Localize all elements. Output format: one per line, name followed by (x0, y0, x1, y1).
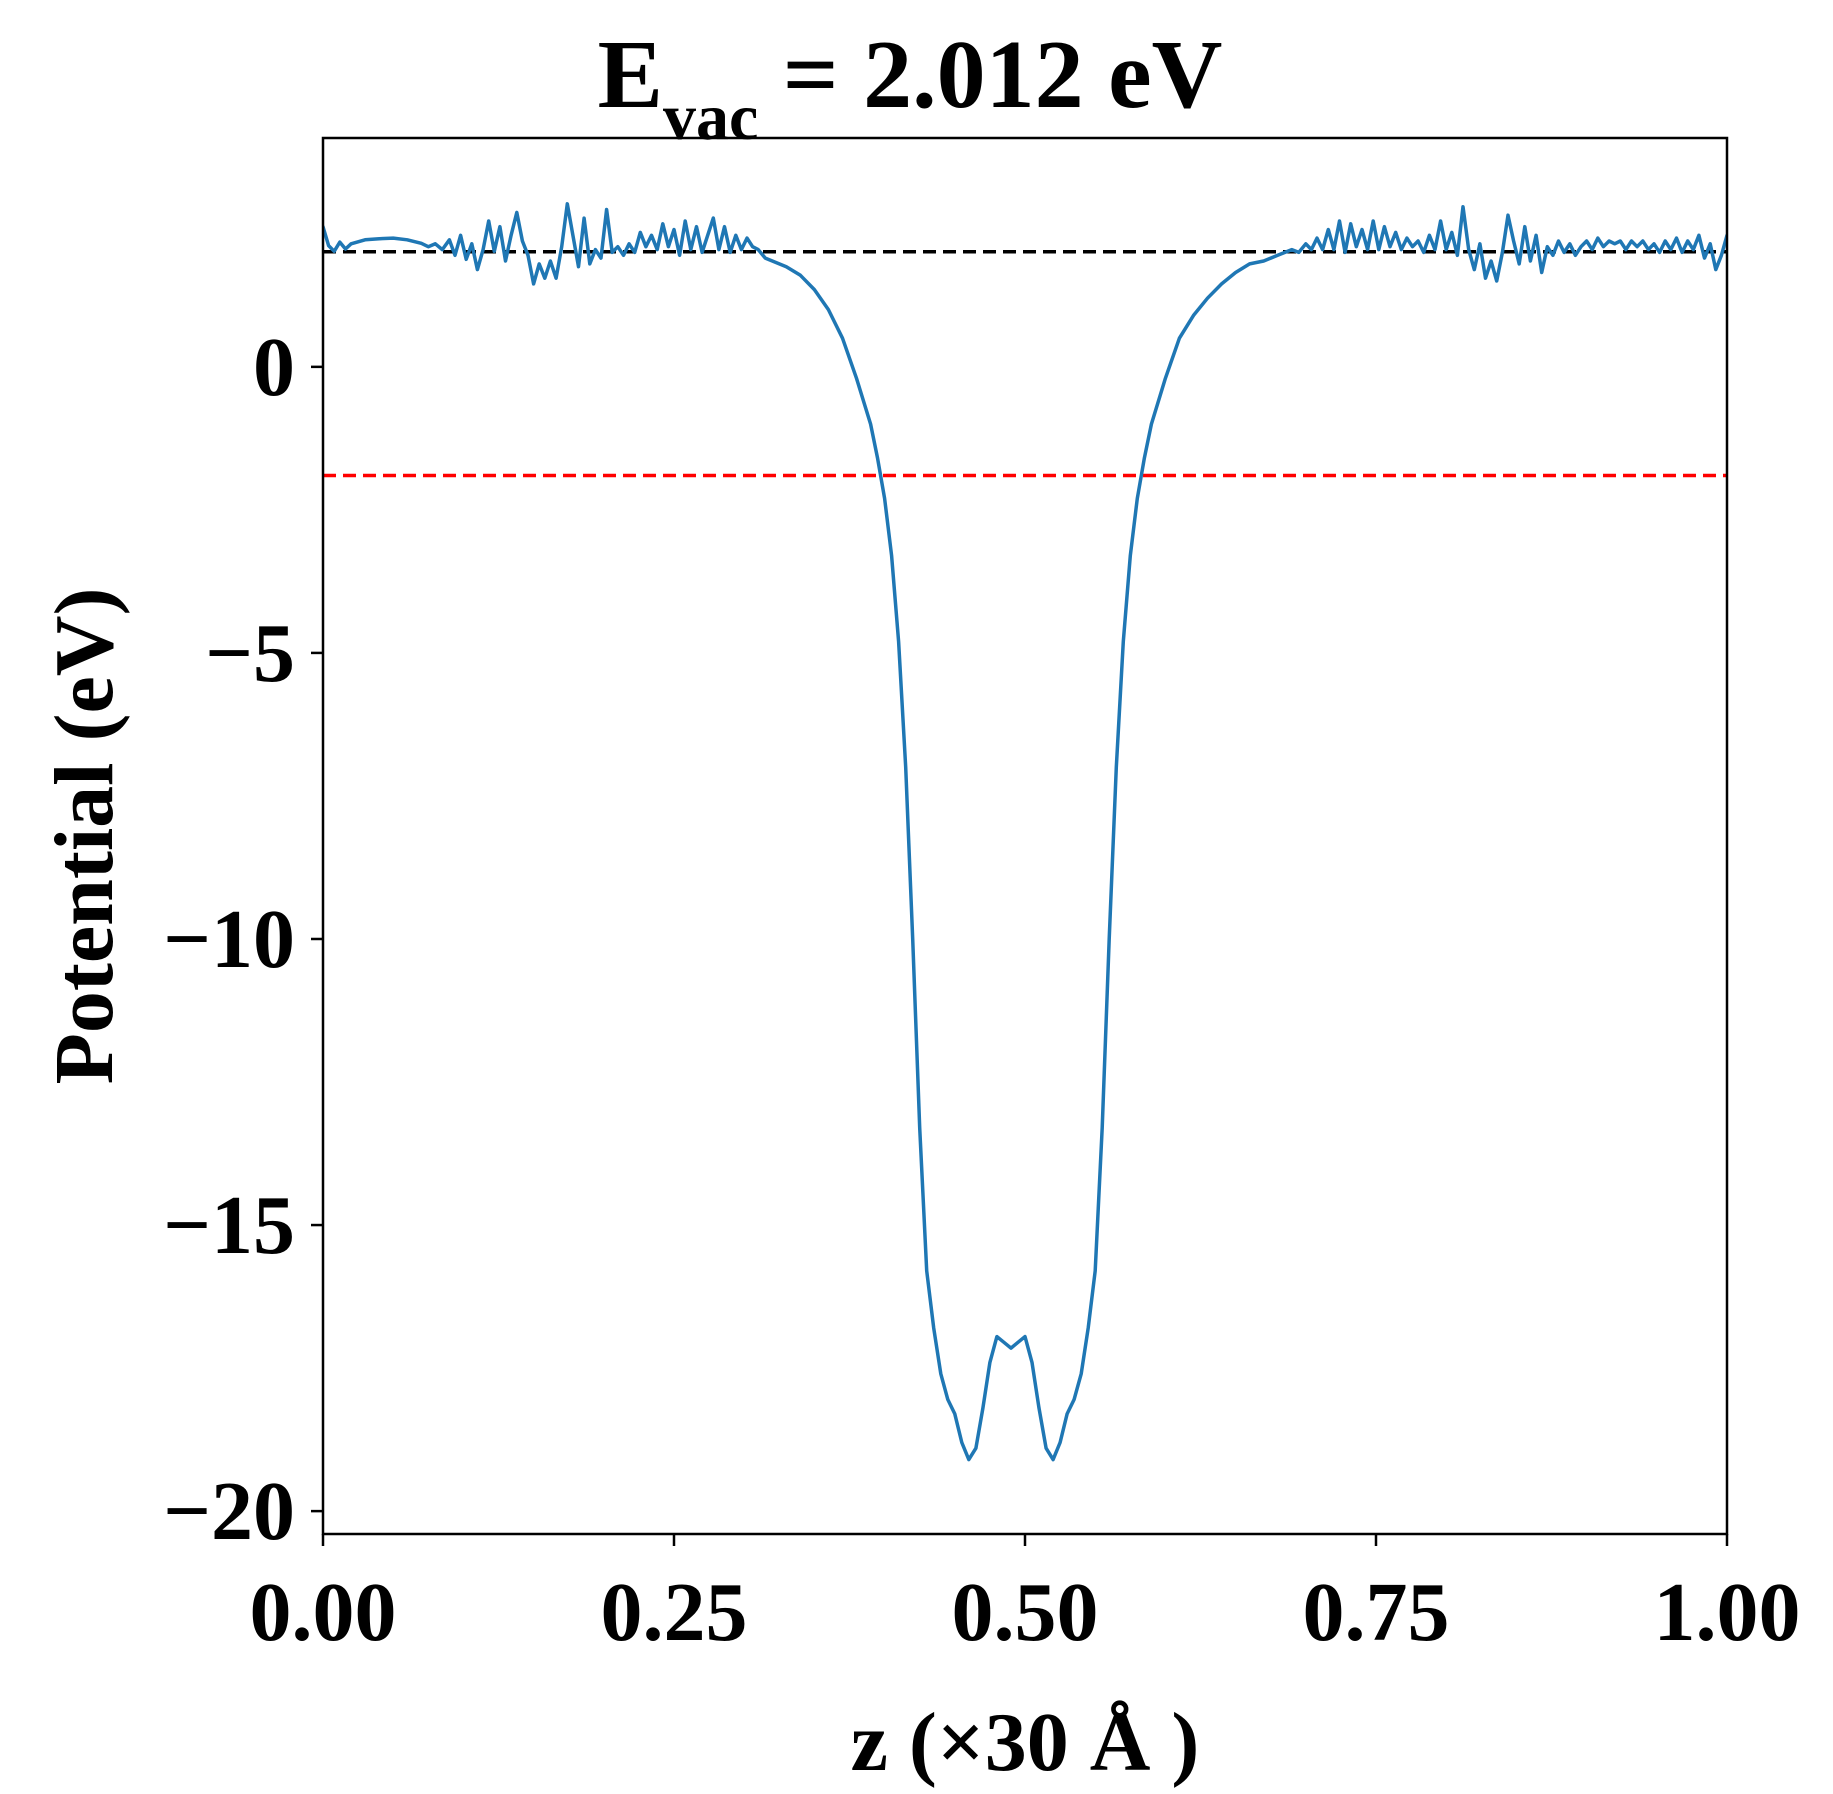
y-tick-label: −5 (205, 607, 295, 700)
y-tick-label: −20 (163, 1465, 295, 1558)
planar-average-potential-line (323, 202, 1727, 1462)
y-tick-label: −10 (163, 893, 295, 986)
x-tick-label: 0.25 (601, 1566, 748, 1659)
chart-title: Evac = 2.012 eV (598, 21, 1223, 154)
y-axis-ticks: 0 −5 −10 −15 −20 (163, 321, 323, 1558)
x-tick-label: 1.00 (1654, 1566, 1801, 1659)
chart-title-rest: = 2.012 eV (758, 21, 1222, 129)
x-axis-label: z (×30 Å ) (851, 1696, 1200, 1789)
x-tick-label: 0.75 (1303, 1566, 1450, 1659)
chart-title-main: E (598, 21, 663, 129)
x-tick-label: 0.50 (952, 1566, 1099, 1659)
y-tick-label: 0 (253, 321, 295, 414)
x-axis-ticks: 0.00 0.25 0.50 0.75 1.00 (250, 1534, 1801, 1659)
y-tick-label: −15 (163, 1179, 295, 1272)
reference-lines (323, 249, 1727, 478)
x-tick-label: 0.00 (250, 1566, 397, 1659)
chart-title-subscript: vac (663, 81, 758, 154)
series-layer (323, 202, 1727, 1462)
y-axis-label: Potential (eV) (38, 588, 131, 1085)
